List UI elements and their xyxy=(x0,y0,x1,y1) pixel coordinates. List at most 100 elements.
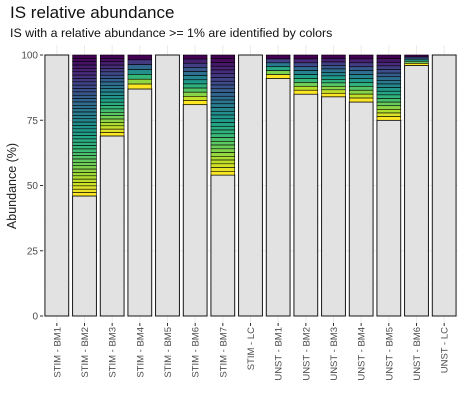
bar-segment-remainder xyxy=(321,96,346,317)
bar-segment-colored xyxy=(348,66,374,71)
bar-segment-colored xyxy=(72,74,97,79)
bar-segment-colored xyxy=(210,99,236,105)
bar-segment-colored xyxy=(293,74,319,79)
bar-segment-colored xyxy=(99,128,125,133)
bar-segment-colored xyxy=(72,188,97,193)
bar-segment-colored xyxy=(404,58,429,62)
bar-segment-colored xyxy=(72,192,97,197)
bar-segment-colored xyxy=(376,101,402,107)
bar-segment-colored xyxy=(72,182,97,187)
bar-segment-colored xyxy=(210,84,236,90)
bar-segment-remainder xyxy=(265,78,291,317)
bar-segment-remainder xyxy=(376,119,402,317)
bar-segment-colored xyxy=(99,71,125,76)
bar-segment-remainder xyxy=(348,101,374,317)
bar-segment-colored xyxy=(182,79,208,85)
bar-segment-colored xyxy=(210,58,236,63)
bar-segment-colored xyxy=(404,60,429,64)
bar-segment-colored xyxy=(72,84,97,89)
x-tick-label: UNST - BM1 xyxy=(274,327,285,381)
bar-segment-colored xyxy=(376,80,402,85)
x-tick-label: UNST - BM2 xyxy=(301,327,312,381)
bar-segment-colored xyxy=(210,167,236,172)
bar-segment-colored xyxy=(321,65,346,70)
bar-segment-colored xyxy=(72,118,97,123)
bar-segment-colored xyxy=(293,62,319,68)
bar-segment-colored xyxy=(265,54,291,60)
bar-segment-colored xyxy=(210,88,236,93)
bar-segment-colored xyxy=(321,92,346,98)
bar-segment-colored xyxy=(321,75,346,80)
bar-segment-colored xyxy=(210,77,236,82)
y-tick-label: 75 xyxy=(27,116,39,127)
bar-segment-colored xyxy=(72,111,97,116)
bar-segment-colored xyxy=(376,87,402,92)
chart-subtitle: IS with a relative abundance >= 1% are i… xyxy=(10,26,333,40)
x-tick-label: UNST - BM5 xyxy=(384,327,395,381)
bar-segment-colored xyxy=(210,156,236,161)
bar-segment-colored xyxy=(72,178,97,183)
bar-segment-colored xyxy=(321,82,346,87)
bar-segment-colored xyxy=(348,70,374,75)
bar-segment-colored xyxy=(348,97,374,103)
bar-segment-colored xyxy=(99,61,125,66)
bar-segment-colored xyxy=(210,73,236,78)
bar-segment-colored xyxy=(210,133,236,138)
bar-segment-colored xyxy=(376,112,402,117)
bar-segment-remainder xyxy=(44,54,70,317)
bar-segment-colored xyxy=(72,98,97,103)
bar-segment-remainder xyxy=(182,104,208,317)
bar-segment-colored xyxy=(182,67,208,72)
bar-segment-colored xyxy=(210,80,236,86)
bar-segment-colored xyxy=(210,152,236,157)
bar-segment-colored xyxy=(72,175,97,180)
bar-segment-colored xyxy=(321,86,346,91)
bar-segment-colored xyxy=(99,91,125,96)
bar-segment-colored xyxy=(72,81,97,86)
bar-segment-colored xyxy=(210,140,236,146)
x-tick-label: STIM - BM3 xyxy=(108,327,119,378)
bar-segment-colored xyxy=(210,129,236,135)
x-tick-label: UNST - LC xyxy=(440,327,451,373)
bar-segment-colored xyxy=(376,69,402,74)
bar-segment-colored xyxy=(321,72,346,77)
bar-segment-colored xyxy=(72,145,97,150)
bar-segment-colored xyxy=(210,159,236,165)
bar-segment-colored xyxy=(210,92,236,97)
bar-segment-colored xyxy=(72,155,97,160)
bar-segment-colored xyxy=(72,168,97,173)
bar-segment-colored xyxy=(72,68,97,73)
bar-segment-colored xyxy=(321,61,346,66)
bar-segment-colored xyxy=(210,62,236,67)
bar-segment-remainder xyxy=(238,54,263,317)
bar-segment-colored xyxy=(265,62,291,68)
bar-segment-colored xyxy=(72,138,97,143)
bar-segment-colored xyxy=(376,72,402,78)
bar-segment-colored xyxy=(72,131,97,136)
bar-segment-colored xyxy=(210,103,236,108)
bar-segment-colored xyxy=(321,54,346,59)
bar-segment-colored xyxy=(72,58,97,63)
bar-segment-colored xyxy=(99,74,125,79)
bar-segment-colored xyxy=(210,125,236,131)
bar-segment-colored xyxy=(127,54,153,61)
bar-segment-remainder xyxy=(127,88,153,317)
bar-segment-colored xyxy=(376,61,402,67)
bar-segment-colored xyxy=(321,68,346,73)
bar-segment-colored xyxy=(72,115,97,120)
bar-segment-colored xyxy=(293,82,319,87)
bar-segment-colored xyxy=(99,95,125,100)
bar-segment-colored xyxy=(348,86,374,91)
bar-segment-colored xyxy=(127,64,153,70)
bar-segment-colored xyxy=(72,91,97,96)
bar-segment-colored xyxy=(265,74,291,79)
bar-segment-colored xyxy=(99,81,125,86)
bar-segment-colored xyxy=(293,78,319,83)
bar-segment-colored xyxy=(348,58,374,64)
bar-segment-colored xyxy=(376,58,402,63)
bar-segment-colored xyxy=(293,58,319,64)
bar-segment-colored xyxy=(376,94,402,99)
bar-segment-remainder xyxy=(431,54,457,317)
bar-segment-colored xyxy=(127,69,153,75)
